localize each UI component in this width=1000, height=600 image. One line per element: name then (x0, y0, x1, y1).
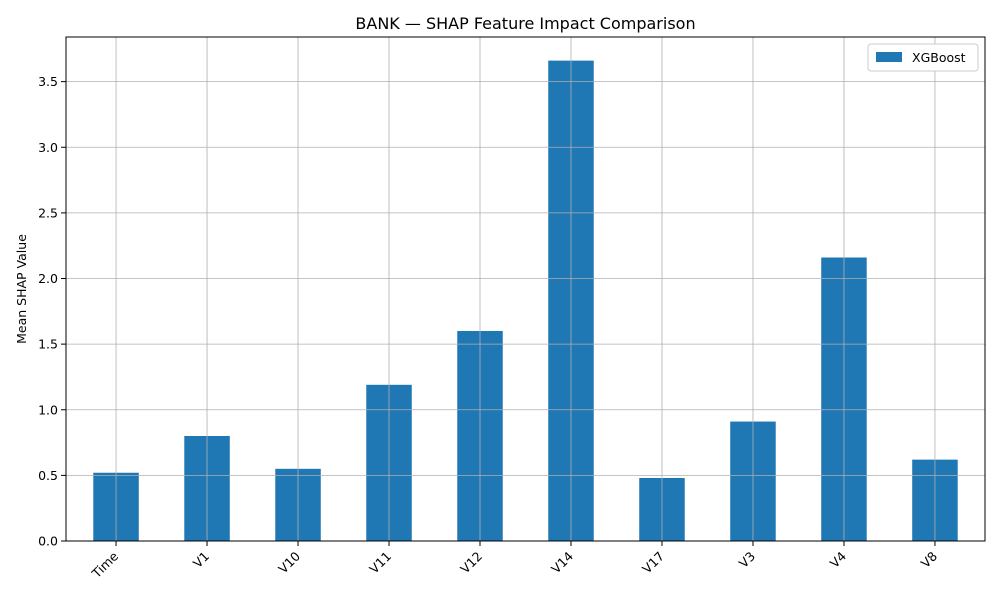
y-tick-label: 1.0 (38, 402, 58, 417)
x-tick-label-v4: V4 (827, 548, 849, 570)
x-tick-label-v14: V14 (548, 548, 576, 576)
y-tick-label: 0.5 (38, 468, 58, 483)
y-tick-label: 3.5 (38, 74, 58, 89)
y-tick-label: 3.0 (38, 140, 58, 155)
plot-frame (65, 36, 986, 542)
bars (93, 60, 958, 541)
legend-swatch-xgboost (876, 52, 902, 62)
x-tick-label-v1: V1 (190, 549, 212, 571)
legend-label-xgboost: XGBoost (912, 50, 966, 65)
x-tick-label-time: Time (88, 548, 121, 581)
x-tick-label-v12: V12 (457, 549, 485, 577)
chart-title: BANK — SHAP Feature Impact Comparison (355, 14, 695, 33)
x-tick-label-v11: V11 (366, 549, 394, 577)
x-tick-label-v10: V10 (275, 548, 303, 576)
legend-box (867, 43, 979, 72)
y-tick-label: 1.5 (38, 337, 58, 352)
x-tick-label-v8: V8 (918, 548, 940, 570)
legend: XGBoost (867, 43, 979, 72)
y-axis-label: Mean SHAP Value (14, 234, 29, 344)
y-tick-label: 0.0 (38, 534, 58, 549)
y-tick-label: 2.5 (38, 205, 58, 220)
y-tick-label: 2.0 (38, 271, 58, 286)
x-tick-label-v17: V17 (639, 549, 667, 577)
x-tick-label-v3: V3 (736, 549, 758, 571)
